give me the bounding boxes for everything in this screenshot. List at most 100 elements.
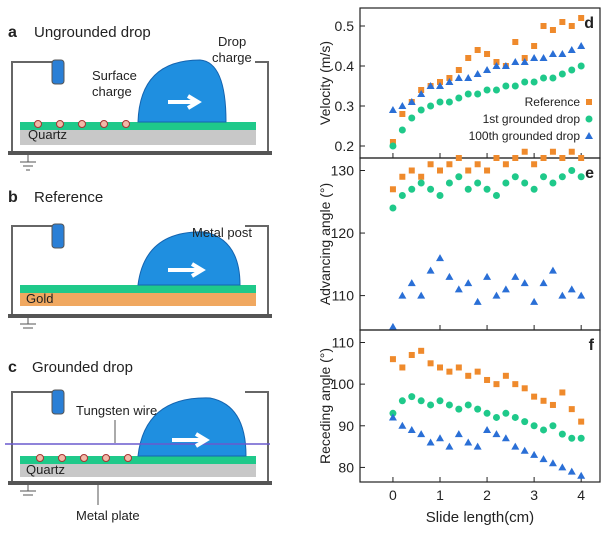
point	[408, 393, 416, 401]
point	[568, 23, 575, 29]
diagram-a: a Ungrounded drop Quartz Surface charge …	[8, 24, 272, 171]
arrow	[168, 94, 202, 110]
point	[540, 74, 548, 82]
x-tick-label: 1	[436, 487, 444, 503]
point	[559, 19, 566, 25]
point	[492, 62, 501, 69]
y-tick-label: 0.3	[335, 98, 355, 114]
point	[539, 455, 548, 463]
point	[540, 173, 548, 181]
point	[530, 297, 539, 305]
point	[530, 450, 539, 458]
point	[474, 405, 482, 413]
point	[389, 186, 396, 193]
point	[567, 46, 576, 53]
legend-marker	[585, 132, 593, 139]
substrate-label: Quartz	[26, 462, 65, 477]
point	[549, 148, 556, 155]
drop	[137, 397, 247, 457]
legend-label: 100th grounded drop	[469, 129, 581, 143]
point	[445, 401, 453, 409]
point	[445, 78, 454, 85]
frame	[11, 225, 269, 316]
point	[436, 82, 444, 89]
point	[577, 173, 585, 181]
point	[418, 347, 425, 354]
point	[399, 173, 406, 180]
point	[473, 442, 482, 450]
point	[521, 179, 529, 187]
point	[426, 438, 435, 446]
point	[436, 254, 444, 262]
ground	[20, 483, 36, 496]
point	[577, 471, 586, 479]
point	[407, 425, 416, 433]
point	[531, 393, 538, 400]
y-tick-label: 100	[331, 376, 355, 392]
point	[540, 155, 547, 161]
substrate-label: Quartz	[28, 127, 67, 142]
y-axis-label: Receding angle (°)	[317, 348, 333, 464]
point	[549, 179, 557, 187]
legend-marker	[585, 115, 593, 123]
point	[548, 50, 557, 57]
label: Metal plate	[76, 508, 140, 523]
point	[493, 155, 500, 161]
point	[483, 66, 492, 73]
panel-title: Reference	[34, 189, 103, 206]
legend-label: Reference	[525, 95, 581, 109]
y-tick-label: 110	[332, 334, 355, 350]
ground	[20, 153, 36, 171]
point	[398, 192, 406, 200]
legend-marker	[586, 99, 592, 105]
point	[427, 401, 435, 409]
point	[474, 179, 482, 187]
panel-title: Ungrounded drop	[34, 24, 151, 41]
point	[531, 161, 538, 168]
point	[389, 409, 397, 417]
point	[464, 74, 473, 81]
point	[521, 78, 529, 86]
point	[408, 351, 415, 358]
y-tick-label: 130	[331, 163, 355, 179]
point	[398, 126, 406, 134]
point	[568, 434, 576, 442]
point	[473, 70, 482, 77]
point	[511, 82, 519, 90]
point	[493, 381, 500, 388]
point	[464, 401, 472, 409]
point	[473, 297, 482, 305]
point	[521, 418, 529, 426]
point	[511, 442, 520, 450]
point	[436, 98, 444, 106]
point	[568, 66, 576, 74]
panel-letter: c	[8, 359, 17, 376]
point	[474, 47, 481, 53]
point	[445, 442, 454, 450]
point	[445, 272, 454, 280]
point	[559, 155, 566, 161]
point	[511, 272, 520, 280]
y-tick-label: 90	[338, 418, 354, 434]
point	[578, 418, 585, 425]
diagram-c: c Grounded drop Quartz Tungsten wire Met…	[5, 359, 272, 523]
label: Surface	[92, 68, 137, 83]
point	[502, 82, 510, 90]
point	[520, 279, 529, 287]
point	[539, 54, 548, 61]
point	[407, 279, 416, 287]
point	[408, 114, 416, 122]
point	[437, 167, 443, 174]
electrode	[51, 59, 65, 85]
point	[454, 74, 463, 81]
point	[512, 381, 519, 388]
point	[417, 397, 425, 405]
point	[408, 167, 415, 174]
x-axis-label: Slide length(cm)	[426, 509, 534, 526]
point	[426, 266, 435, 274]
point	[548, 459, 557, 467]
point	[417, 291, 426, 299]
point	[530, 54, 539, 61]
point	[492, 86, 500, 94]
point	[483, 272, 492, 280]
